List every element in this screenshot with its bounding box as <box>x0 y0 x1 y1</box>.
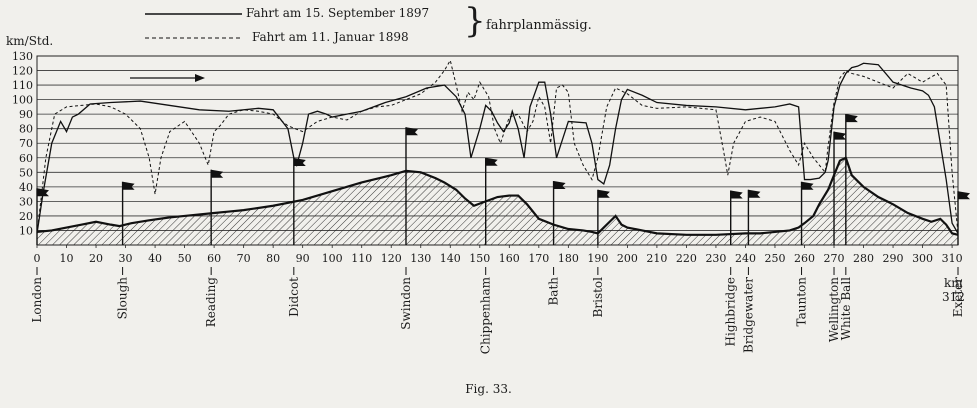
series-line-1897 <box>36 62 959 234</box>
legend-brace: } <box>464 1 486 41</box>
x-tick-label: 130 <box>410 252 431 265</box>
x-tick-label: 40 <box>148 252 162 265</box>
figure-caption: Fig. 33. <box>465 382 512 396</box>
y-tick-label: 110 <box>12 79 33 92</box>
x-tick-label: 190 <box>587 252 608 265</box>
x-tick-label: 50 <box>178 252 192 265</box>
station-label: Didcot <box>287 277 301 317</box>
x-tick-label: 70 <box>237 252 251 265</box>
y-axis-unit: km/Std. <box>6 34 54 48</box>
x-tick-label: 20 <box>89 252 103 265</box>
arrow-head-icon <box>195 74 205 82</box>
station-label: White Ball <box>839 277 853 340</box>
station-flag-icon <box>405 127 418 136</box>
x-tick-label: 30 <box>119 252 133 265</box>
station-label: London <box>30 277 44 323</box>
direction-arrow <box>130 74 205 82</box>
y-tick-label: 130 <box>12 50 33 63</box>
y-tick-label: 100 <box>12 94 33 107</box>
x-tick-label: 140 <box>440 252 461 265</box>
station-label: Bristol <box>591 277 605 318</box>
series-layer <box>36 59 959 234</box>
station-label: Slough <box>116 277 130 320</box>
y-tick-label: 10 <box>19 224 33 237</box>
station-label: Wellington <box>827 277 841 342</box>
x-tick-label: 170 <box>528 252 549 265</box>
x-tick-label: 10 <box>60 252 74 265</box>
station-flag-icon <box>553 181 566 190</box>
profile-layer <box>36 156 959 245</box>
series-line-1898 <box>36 59 959 234</box>
y-tick-label: 30 <box>19 195 33 208</box>
y-tick-label: 20 <box>19 210 33 223</box>
x-tick-label: 80 <box>266 252 280 265</box>
y-tick-label: 50 <box>19 166 33 179</box>
station-flag-icon <box>597 189 610 198</box>
x-tick-label: 290 <box>883 252 904 265</box>
x-tick-label: 0 <box>34 252 41 265</box>
station-label: Swindon <box>399 277 413 330</box>
station-flag-icon <box>958 191 970 200</box>
y-tick-label: 80 <box>19 123 33 136</box>
y-tick-label: 40 <box>19 181 33 194</box>
station-flag-icon <box>293 158 306 167</box>
station-label: Taunton <box>795 277 809 327</box>
x-tick-label: 180 <box>558 252 579 265</box>
x-tick-label: 260 <box>794 252 815 265</box>
station-flag-icon <box>845 114 858 123</box>
x-tick-label: 120 <box>381 252 402 265</box>
y-tick-label: 90 <box>19 108 33 121</box>
profile-line <box>36 156 959 236</box>
x-tick-label: 160 <box>499 252 520 265</box>
station-flag-icon <box>834 131 847 140</box>
station-flag-icon <box>730 190 743 199</box>
x-tick-label: 150 <box>469 252 490 265</box>
x-tick-label: 300 <box>912 252 933 265</box>
y-tick-label: 60 <box>19 152 33 165</box>
x-tick-label: 240 <box>735 252 756 265</box>
x-tick-label: 230 <box>705 252 726 265</box>
y-tick-label: 70 <box>19 137 33 150</box>
x-tick-label: 220 <box>676 252 697 265</box>
station-flag-icon <box>37 188 49 197</box>
station-flag-icon <box>211 169 224 178</box>
legend-swatches <box>145 13 242 39</box>
station-label: Reading <box>204 277 218 328</box>
x-tick-label: 280 <box>853 252 874 265</box>
x-tick-label: 90 <box>296 252 310 265</box>
plot-frame <box>36 55 959 246</box>
y-tick-label: 120 <box>12 65 33 78</box>
station-label: Bath <box>547 277 561 306</box>
x-tick-label: 250 <box>764 252 785 265</box>
station-label: Exeter <box>951 277 965 318</box>
stations-layer: London Slough Reading Didcot Swindon Chippenh… <box>30 114 970 354</box>
x-axis-end-label: 312 <box>942 290 965 304</box>
legend-dashed-label: Fahrt am 11. Januar 1898 <box>252 30 409 44</box>
x-axis-unit: km <box>944 276 963 290</box>
station-flag-icon <box>801 181 814 190</box>
profile-area <box>37 157 958 245</box>
station-label: Highbridge <box>724 277 738 346</box>
x-tick-label: 270 <box>824 252 845 265</box>
x-tick-label: 200 <box>617 252 638 265</box>
station-flag-icon <box>122 181 135 190</box>
station-label: Bridgewater <box>741 277 755 353</box>
x-tick-label: 110 <box>351 252 372 265</box>
station-label: Chippenham <box>479 276 493 354</box>
legend-solid-label: Fahrt am 15. September 1897 <box>246 6 430 20</box>
x-tick-label: 60 <box>207 252 221 265</box>
station-flag-icon <box>748 189 761 198</box>
x-tick-label: 100 <box>322 252 343 265</box>
legend-group-label: fahrplanmässig. <box>486 18 592 33</box>
x-tick-label: 210 <box>646 252 667 265</box>
x-tick-label: 310 <box>942 252 963 265</box>
station-flag-icon <box>485 157 498 166</box>
